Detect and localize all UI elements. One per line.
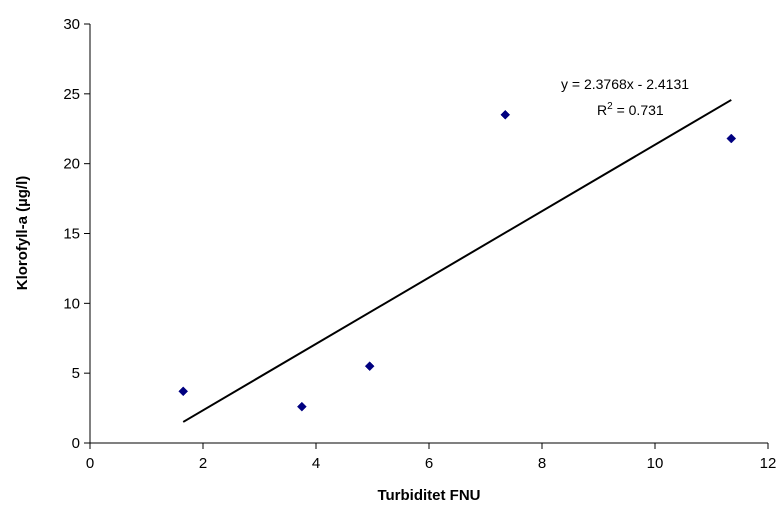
data-point (297, 401, 307, 412)
x-tick-label: 10 (647, 455, 664, 472)
data-point (726, 133, 737, 144)
r-squared-value: = 0.731 (613, 102, 664, 118)
x-tick-label: 12 (760, 455, 777, 472)
r-squared-label: R2 = 0.731 (597, 101, 664, 118)
y-tick-label: 20 (63, 156, 80, 173)
trendline (182, 99, 732, 423)
y-tick-label: 10 (63, 295, 80, 312)
y-tick-label: 30 (63, 16, 80, 33)
plot-area (90, 24, 768, 443)
trendline-equation: y = 2.3768x - 2.4131 (561, 76, 689, 92)
y-tick-label: 25 (63, 86, 80, 103)
x-tick-label: 2 (199, 455, 207, 472)
r-squared-superscript: 2 (607, 101, 613, 112)
data-point (178, 386, 189, 397)
x-tick-label: 4 (312, 455, 320, 472)
x-tick-label: 8 (538, 455, 546, 472)
x-tick-label: 0 (86, 455, 94, 472)
y-tick-label: 0 (72, 435, 80, 452)
data-point (364, 361, 375, 372)
x-tick-label: 6 (425, 455, 433, 472)
r-squared-r: R (597, 102, 607, 118)
data-point (500, 109, 511, 120)
tick-labels: 0 5 10 15 20 25 30 0 2 4 6 8 10 12 (63, 16, 776, 472)
y-axis-title: Klorofyll-a (µg/l) (14, 176, 31, 290)
data-points (178, 109, 737, 412)
y-tick-label: 5 (72, 365, 80, 382)
x-axis-title: Turbiditet FNU (377, 487, 480, 504)
axis-ticks (84, 23, 769, 449)
y-tick-label: 15 (63, 226, 80, 243)
